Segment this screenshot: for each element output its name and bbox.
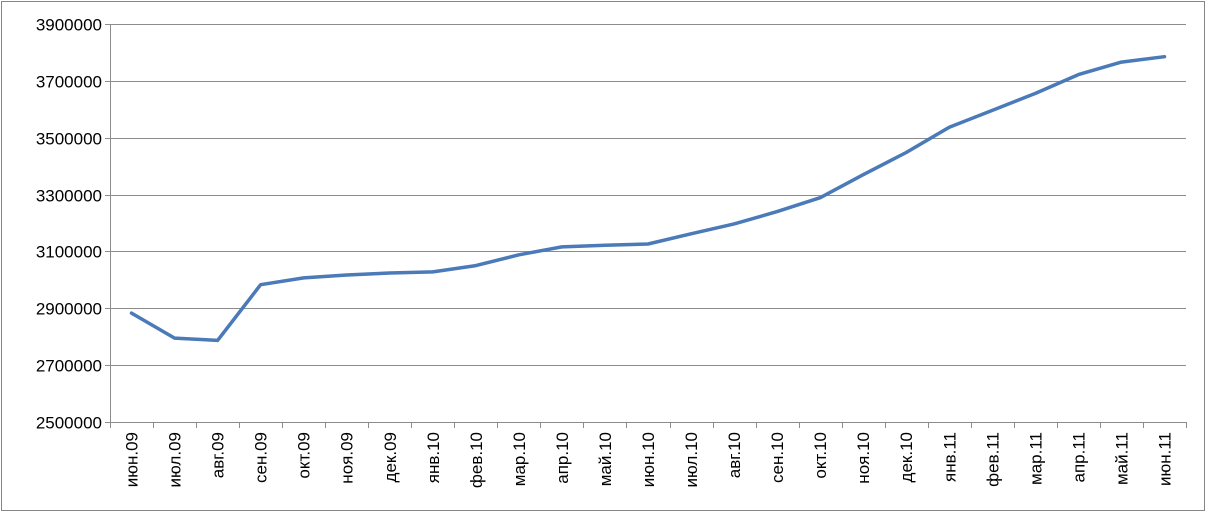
x-tick-label: фев.11 <box>983 432 1002 487</box>
y-tick-label: 3700000 <box>36 73 102 92</box>
x-tick-label: мар.10 <box>510 432 529 486</box>
x-tick-label: июл.09 <box>166 432 185 487</box>
x-tick-label: май.11 <box>1112 432 1131 485</box>
y-tick-label: 3900000 <box>36 16 102 35</box>
x-tick-label: янв.11 <box>940 432 959 482</box>
y-tick-label: 2700000 <box>36 357 102 376</box>
x-tick-label: июн.11 <box>1155 432 1174 486</box>
x-tick-label: авг.10 <box>725 432 744 478</box>
x-tick-label: дек.10 <box>897 432 916 482</box>
x-tick-label: окт.09 <box>295 432 314 479</box>
x-tick-label: мар.11 <box>1026 432 1045 485</box>
y-tick-label: 3300000 <box>36 187 102 206</box>
x-tick-label: авг.09 <box>209 432 228 478</box>
y-tick-label: 3100000 <box>36 243 102 262</box>
x-tick-label: апр.10 <box>553 432 572 484</box>
x-tick-label: дек.09 <box>381 432 400 482</box>
x-tick-label: сен.10 <box>768 432 787 483</box>
x-tick-label: ноя.10 <box>854 432 873 484</box>
y-tick-label: 2900000 <box>36 300 102 319</box>
series-line <box>129 54 1167 343</box>
x-tick-label: янв.10 <box>424 432 443 483</box>
x-tick-label: ноя.09 <box>338 432 357 484</box>
y-tick-label: 2500000 <box>36 414 102 433</box>
x-tick-label: фев.10 <box>467 432 486 488</box>
x-tick-label: июн.10 <box>639 432 658 487</box>
x-tick-label: сен.09 <box>252 432 271 483</box>
x-tick-label: окт.10 <box>811 432 830 479</box>
x-tick-label: май.10 <box>596 432 615 486</box>
y-tick-label: 3500000 <box>36 130 102 149</box>
x-tick-label: апр.11 <box>1069 432 1088 483</box>
x-tick-label: июн.09 <box>123 432 142 487</box>
x-tick-label: июл.10 <box>682 432 701 487</box>
